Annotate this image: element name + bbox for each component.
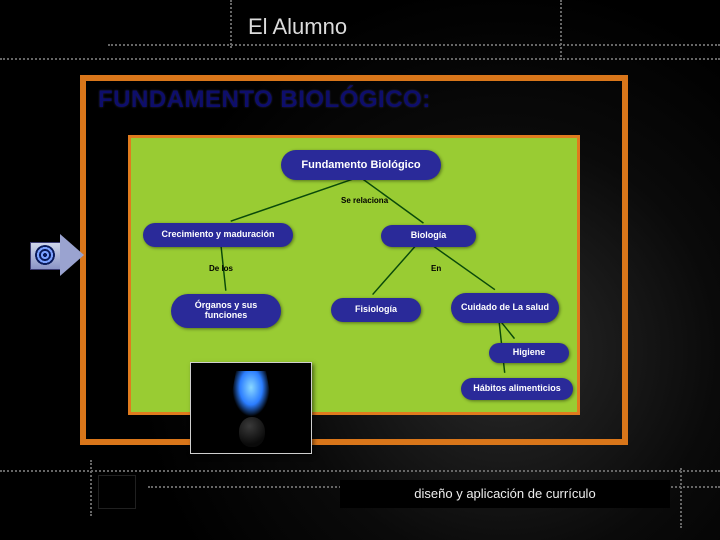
node-hig: Higiene — [489, 343, 569, 363]
v-rule — [90, 460, 92, 516]
node-bio: Biología — [381, 225, 476, 247]
connector-label-0: Se relaciona — [341, 196, 388, 205]
v-rule — [680, 468, 682, 528]
slide: El Alumno FUNDAMENTO BIOLÓGICO: Fundamen… — [0, 0, 720, 540]
v-rule — [560, 0, 562, 60]
page-title: El Alumno — [248, 14, 347, 40]
section-title: FUNDAMENTO BIOLÓGICO: — [98, 86, 431, 114]
nav-arrow-icon — [30, 234, 84, 276]
inset-image — [190, 362, 312, 454]
footer-caption: diseño y aplicación de currículo — [340, 480, 670, 508]
node-root: Fundamento Biológico — [281, 150, 441, 180]
h-rule — [0, 470, 720, 472]
node-salud: Cuidado de La salud — [451, 293, 559, 323]
node-org: Órganos y sus funciones — [171, 294, 281, 328]
edge-root-crec — [231, 179, 353, 221]
edge-bio-fisio — [373, 245, 417, 295]
connector-label-1: De los — [209, 264, 233, 273]
h-rule — [0, 58, 720, 60]
footer-thumbnail — [98, 475, 136, 509]
v-rule — [230, 0, 232, 48]
connector-label-2: En — [431, 264, 441, 273]
node-crec: Crecimiento y maduración — [143, 223, 293, 247]
inset-head — [239, 417, 265, 447]
h-rule — [108, 44, 720, 46]
node-fisio: Fisiología — [331, 298, 421, 322]
node-hab: Hábitos alimenticios — [461, 378, 573, 400]
